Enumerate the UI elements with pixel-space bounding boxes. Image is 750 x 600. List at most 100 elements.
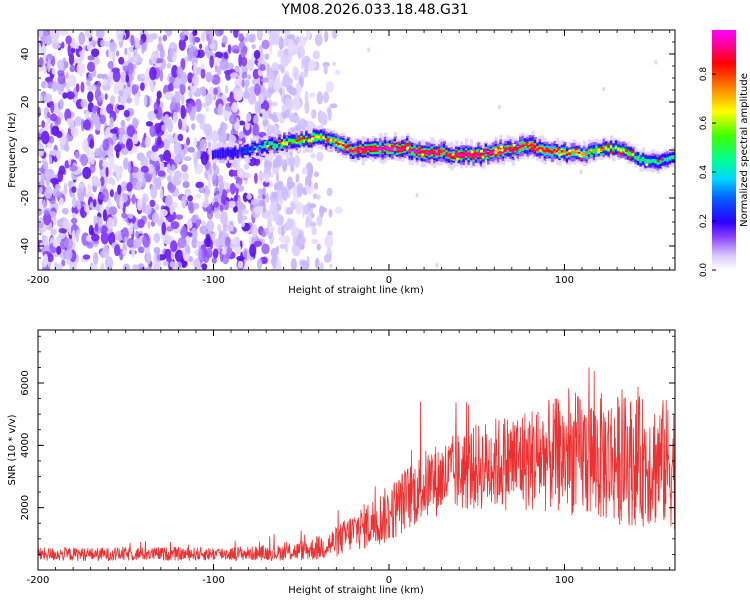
noise-blob [271, 254, 278, 269]
noise-blob [104, 93, 108, 100]
spectrogram-x-ticks: -200 -100 0 100 [27, 30, 671, 286]
noise-blob [124, 236, 128, 242]
noise-blob [292, 195, 299, 205]
noise-blob [230, 238, 238, 246]
noise-blob [247, 74, 252, 80]
noise-blob [196, 150, 201, 160]
noise-blob [261, 84, 265, 96]
ridge-peak [517, 149, 522, 153]
noise-blob [123, 86, 132, 96]
ridge-cell [605, 147, 609, 150]
ridge-cell [602, 146, 606, 149]
ridge-cell [273, 144, 277, 147]
noise-blob [191, 75, 200, 86]
noise-blob [212, 248, 219, 259]
noise-blob [201, 220, 206, 226]
noise-blob [256, 258, 263, 270]
ridge-cell [519, 145, 523, 148]
noise-blob [289, 114, 298, 123]
noise-blob [154, 177, 162, 190]
noise-blob [288, 87, 297, 96]
noise-blob [87, 55, 95, 61]
noise-blob [172, 211, 177, 220]
noise-blob [182, 181, 190, 189]
noise-blob [149, 199, 156, 208]
noise-blob [261, 39, 270, 50]
noise-blob [75, 229, 79, 243]
noise-blob [214, 187, 220, 196]
noise-blob [200, 151, 209, 166]
noise-blob [279, 38, 284, 50]
noise-blob [87, 84, 96, 92]
noise-blob [109, 189, 114, 198]
noise-blob [115, 166, 123, 181]
ridge-cell [565, 153, 569, 157]
ridge-cell [371, 147, 375, 151]
noise-blob [220, 193, 226, 205]
noise-blob [173, 141, 182, 156]
noise-blob [140, 156, 149, 168]
noise-blob [206, 219, 215, 232]
noise-blob [288, 45, 294, 58]
noise-blob [83, 119, 91, 131]
noise-blob [304, 90, 309, 105]
noise-blob [323, 64, 328, 75]
noise-blob [71, 196, 77, 208]
noise-blob [84, 30, 94, 39]
noise-blob [131, 247, 136, 258]
noise-blob [223, 52, 229, 60]
ridge-cell [474, 153, 479, 157]
noise-blob [77, 187, 83, 201]
noise-blob [169, 261, 176, 268]
noise-blob [164, 234, 171, 240]
ridge-cell [413, 149, 417, 153]
noise-blob [142, 234, 151, 248]
noise-blob [319, 111, 327, 123]
x-tick-label: -100 [202, 275, 225, 286]
noise-blob [194, 36, 201, 43]
noise-blob [61, 41, 65, 49]
noise-blob [267, 68, 275, 80]
ridge-cell [541, 147, 545, 151]
noise-blob [91, 264, 98, 270]
noise-blob [171, 164, 176, 172]
ridge-cell [528, 144, 533, 147]
ridge-peak [624, 149, 629, 153]
noise-blob [233, 90, 241, 101]
noise-blob [257, 30, 262, 39]
ridge-peak [669, 156, 673, 159]
ridge-cell [329, 138, 334, 142]
ridge-cell [256, 148, 260, 151]
noise-blob [295, 173, 300, 183]
noise-blob [130, 34, 135, 47]
colorbar-tick-label: 0.2 [699, 214, 709, 228]
noise-blob [181, 164, 188, 173]
ridge-cell [472, 155, 476, 158]
noise-blob [173, 170, 182, 180]
x-tick-label: -100 [202, 575, 225, 586]
noise-blob [166, 62, 171, 69]
noise-blob [189, 109, 196, 122]
noise-blob [38, 106, 41, 118]
noise-blob [40, 43, 47, 57]
noise-blob [238, 203, 246, 211]
noise-blob [241, 79, 245, 88]
noise-blob [301, 167, 308, 175]
ridge-cell [614, 146, 619, 149]
y-tick-label: 2000 [20, 495, 31, 520]
noise-blob [234, 79, 240, 86]
noise-blob [261, 243, 270, 255]
noise-blob [207, 141, 212, 149]
ridge-cell [226, 148, 230, 156]
ridge-cell [442, 150, 447, 153]
noise-blob [57, 59, 65, 71]
noise-blob [48, 135, 55, 144]
noise-blob [306, 120, 314, 127]
noise-blob [41, 120, 45, 128]
colorbar-label: Normalized spectral amplitude [739, 73, 750, 227]
figure-title: YM08.2026.033.18.48.G31 [281, 2, 469, 18]
ridge-peak [279, 146, 283, 149]
noise-blob [103, 40, 111, 48]
ridge-peak [660, 157, 664, 161]
ridge-cell [398, 148, 402, 151]
